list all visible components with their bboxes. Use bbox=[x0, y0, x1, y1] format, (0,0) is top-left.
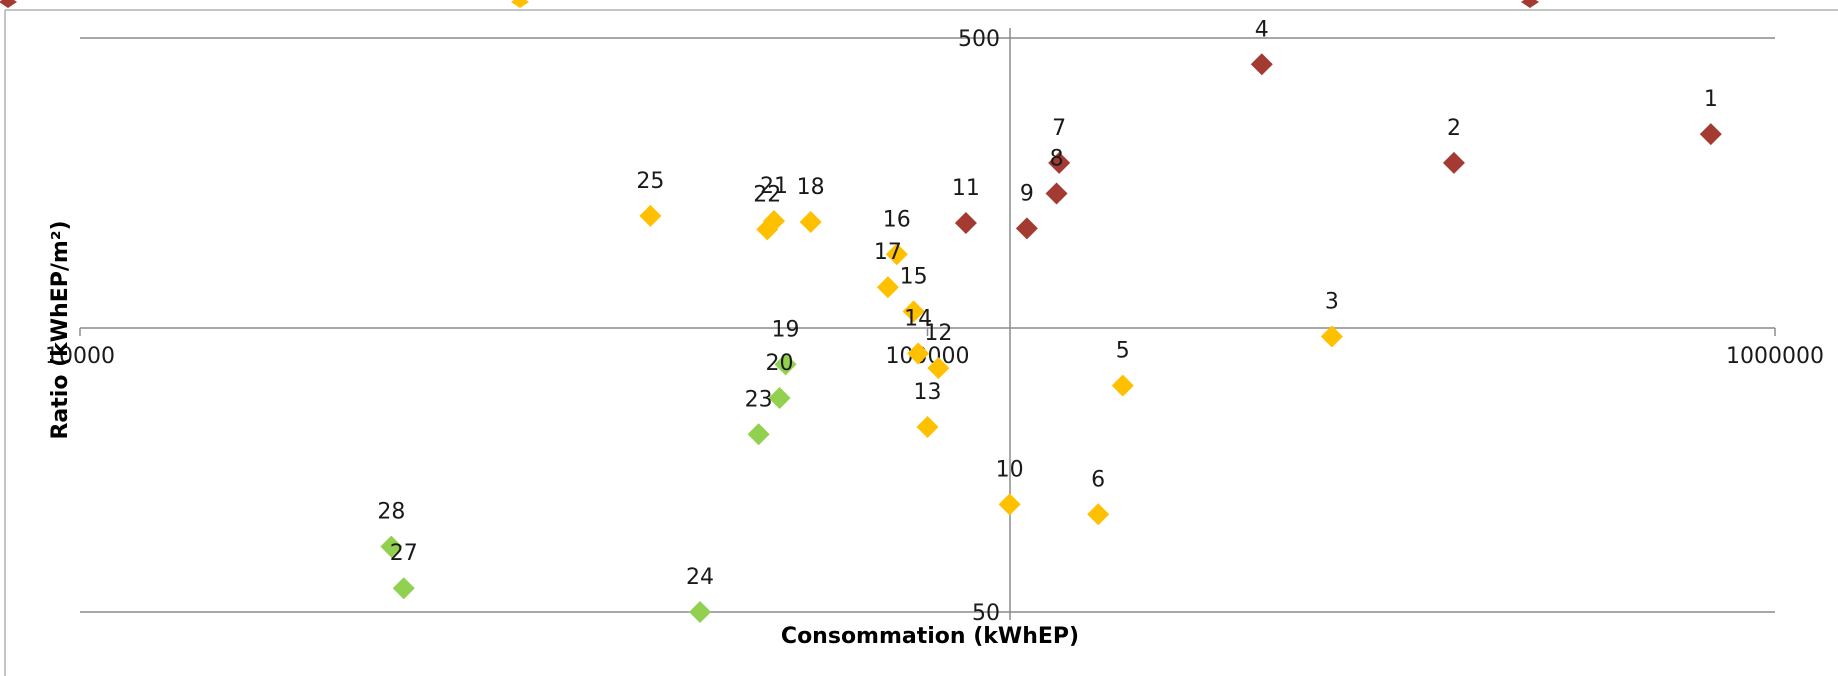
point-labels: 1234567891011121314151617181920212223242… bbox=[377, 17, 1717, 590]
data-label-3: 3 bbox=[1325, 289, 1339, 314]
data-point-15 bbox=[902, 300, 925, 323]
y-axis-title: Ratio (kWhEP/m²) bbox=[48, 220, 73, 439]
data-point-20 bbox=[768, 386, 791, 409]
data-label-25: 25 bbox=[636, 169, 664, 194]
legend-marker-red bbox=[0, 0, 17, 8]
data-point-7 bbox=[1048, 151, 1071, 174]
data-point-27 bbox=[392, 577, 415, 600]
data-point-25 bbox=[639, 204, 662, 227]
y-tick-label: 500 bbox=[958, 27, 1000, 52]
data-point-23 bbox=[747, 423, 770, 446]
data-label-21: 21 bbox=[760, 174, 788, 199]
data-label-23: 23 bbox=[745, 387, 773, 412]
data-label-9: 9 bbox=[1020, 181, 1034, 206]
data-label-4: 4 bbox=[1255, 17, 1269, 42]
legend-marker-red-2 bbox=[1521, 0, 1539, 8]
data-label-16: 16 bbox=[883, 207, 911, 232]
data-label-7: 7 bbox=[1052, 116, 1066, 141]
data-label-8: 8 bbox=[1050, 146, 1064, 171]
data-point-4 bbox=[1250, 53, 1273, 76]
x-axis-title: Consommation (kWhEP) bbox=[781, 624, 1079, 649]
data-label-18: 18 bbox=[797, 175, 825, 200]
y-tick-label: 50 bbox=[972, 601, 1000, 626]
data-point-1 bbox=[1699, 123, 1722, 146]
grid bbox=[79, 28, 1776, 620]
data-label-5: 5 bbox=[1116, 339, 1130, 364]
data-point-22 bbox=[756, 218, 779, 241]
data-point-24 bbox=[689, 601, 712, 623]
data-point-17 bbox=[876, 276, 899, 299]
data-point-28 bbox=[380, 535, 403, 558]
data-label-2: 2 bbox=[1447, 116, 1461, 141]
data-point-9 bbox=[1015, 217, 1038, 240]
data-point-19 bbox=[774, 353, 797, 376]
data-label-10: 10 bbox=[996, 457, 1024, 482]
data-point-8 bbox=[1045, 182, 1068, 205]
chart-legend bbox=[0, 0, 1539, 8]
data-point-10 bbox=[998, 493, 1021, 516]
data-point-13 bbox=[916, 416, 939, 439]
data-point-14 bbox=[907, 342, 930, 365]
data-label-27: 27 bbox=[390, 541, 418, 566]
data-point-12 bbox=[927, 357, 950, 380]
data-point-11 bbox=[954, 212, 977, 235]
data-point-2 bbox=[1442, 151, 1465, 174]
data-point-5 bbox=[1111, 374, 1134, 397]
data-label-1: 1 bbox=[1704, 87, 1718, 112]
data-point-16 bbox=[885, 243, 908, 266]
data-label-15: 15 bbox=[900, 264, 928, 289]
data-label-28: 28 bbox=[377, 500, 405, 525]
data-label-14: 14 bbox=[904, 307, 932, 332]
data-point-18 bbox=[799, 211, 822, 234]
data-label-19: 19 bbox=[772, 317, 800, 342]
x-tick-label: 10000 bbox=[45, 344, 115, 369]
data-point-3 bbox=[1320, 325, 1343, 348]
data-label-13: 13 bbox=[914, 380, 942, 405]
data-label-20: 20 bbox=[766, 351, 794, 376]
x-tick-label: 100000 bbox=[886, 344, 970, 369]
tick-labels: 10000 100000 1000000 50 500 bbox=[45, 27, 1824, 626]
legend-marker-orange bbox=[511, 0, 529, 8]
data-label-17: 17 bbox=[874, 240, 902, 265]
x-tick-label: 1000000 bbox=[1726, 344, 1824, 369]
data-label-12: 12 bbox=[924, 321, 952, 346]
data-point-6 bbox=[1087, 503, 1110, 526]
data-label-11: 11 bbox=[952, 176, 980, 201]
data-points bbox=[380, 53, 1722, 623]
data-label-6: 6 bbox=[1091, 467, 1105, 492]
data-label-22: 22 bbox=[753, 182, 781, 207]
data-label-24: 24 bbox=[686, 565, 714, 590]
